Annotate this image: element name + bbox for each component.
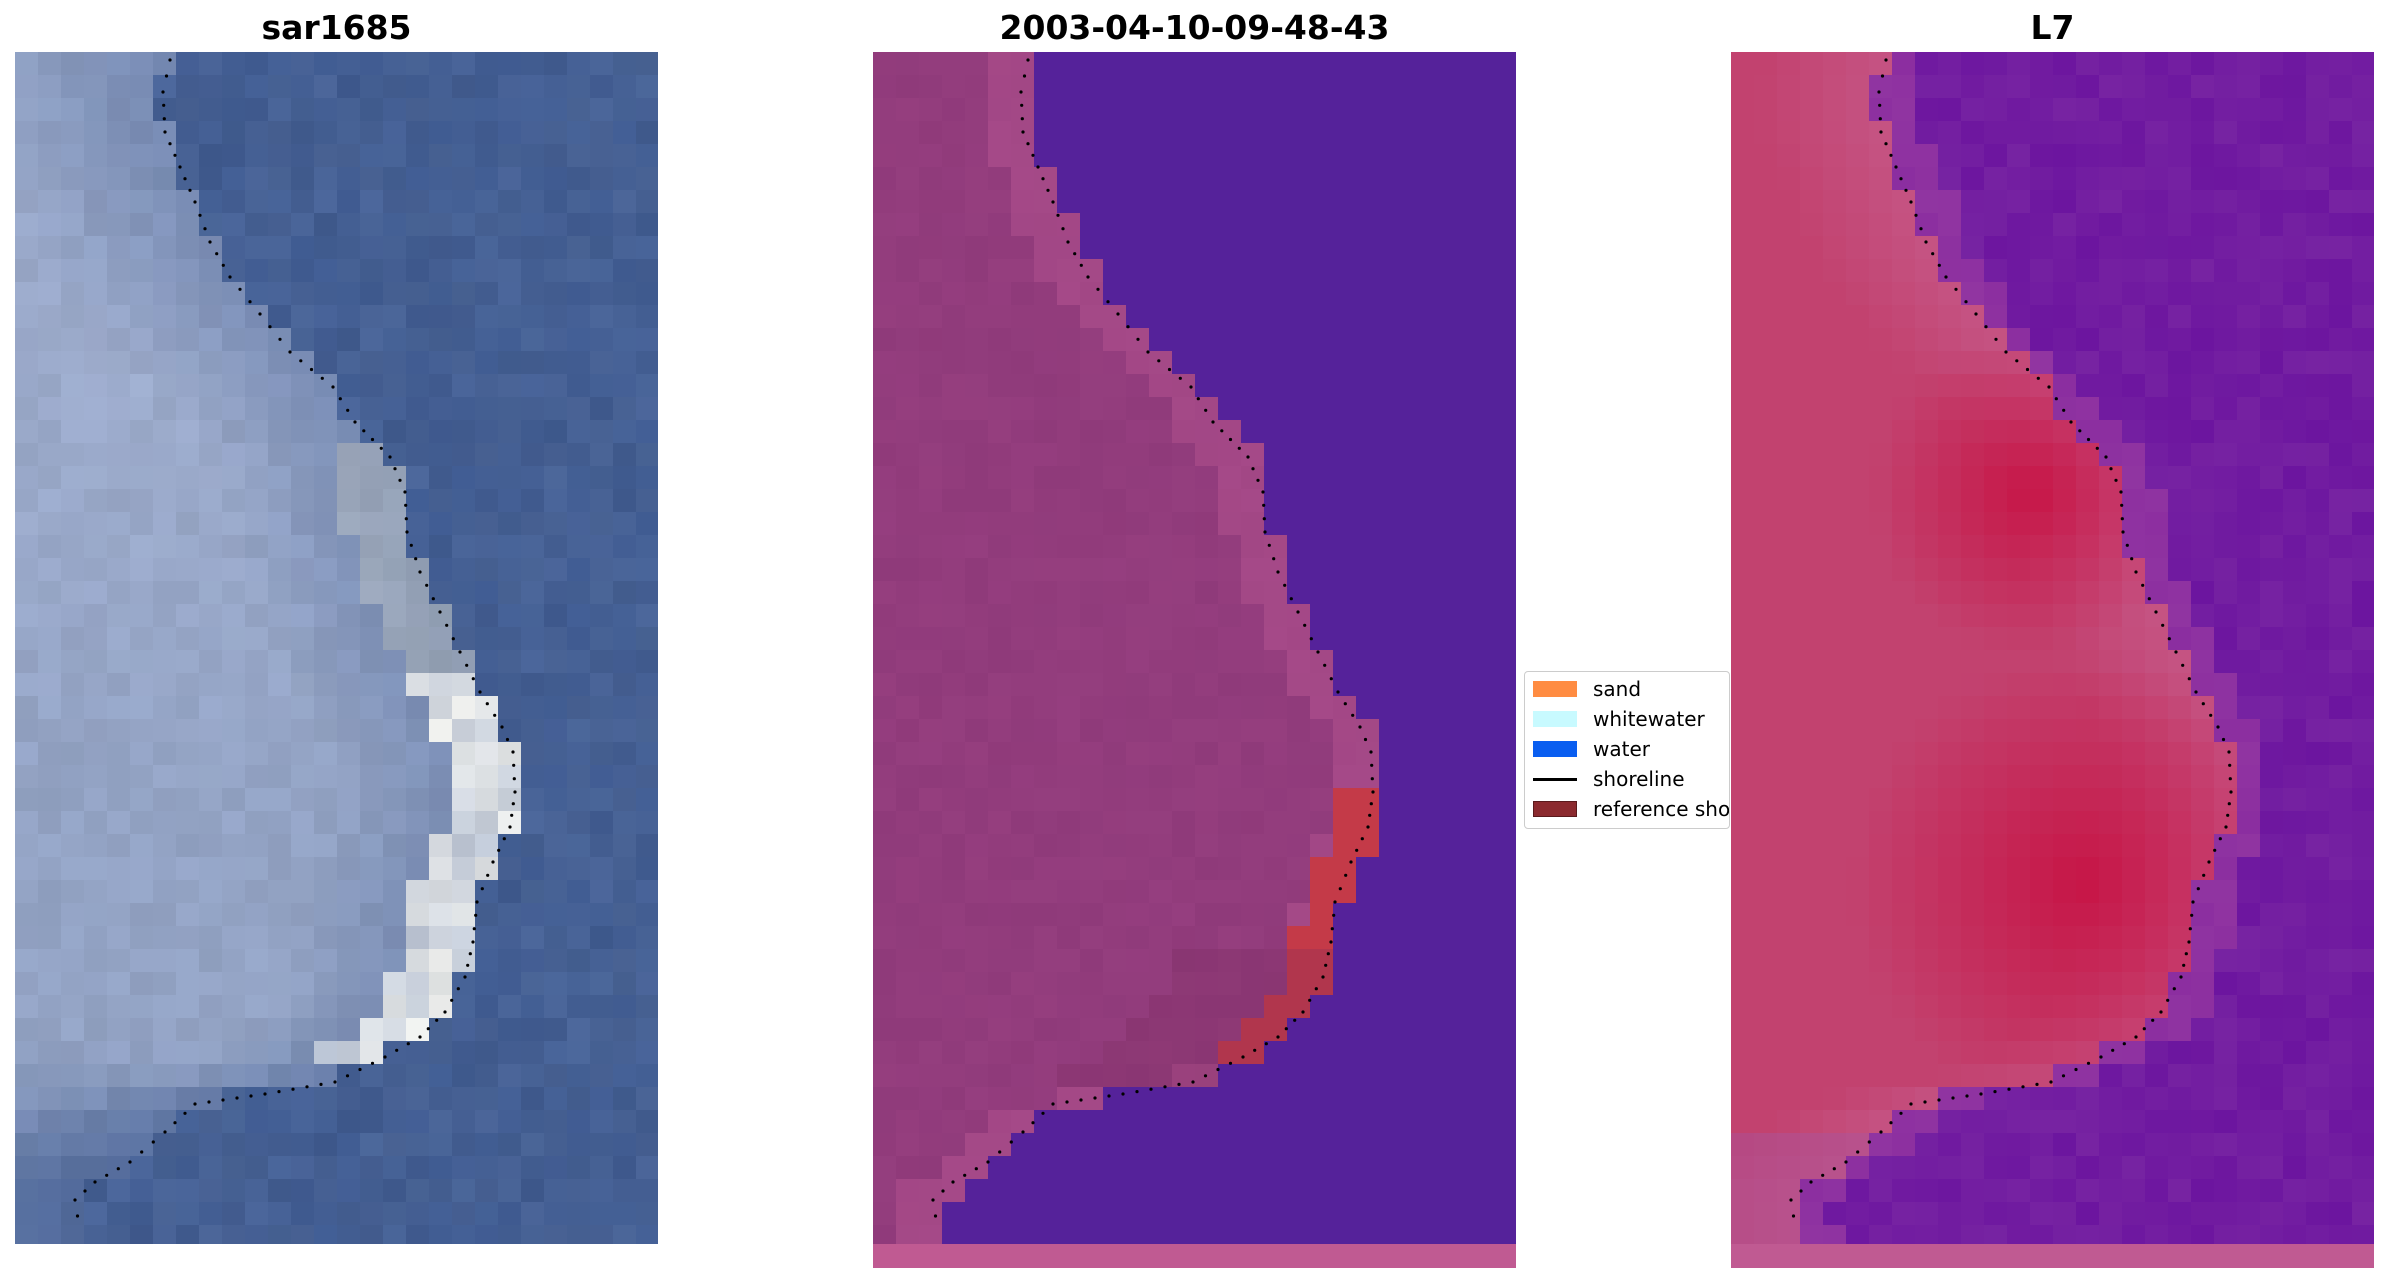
shoreline-points: [73, 58, 517, 1218]
panel-title-rgb: sar1685: [261, 8, 412, 47]
legend-label-shoreline: shoreline: [1593, 767, 1685, 791]
sand-swatch: [1533, 681, 1577, 697]
water-index-image: [1731, 52, 2374, 1268]
shoreline-points: [1789, 58, 2233, 1218]
panel-title-index: L7: [2030, 8, 2075, 47]
whitewater-swatch: [1533, 711, 1577, 727]
image-bottom-strip: [1731, 1244, 2374, 1268]
legend: sand whitewater water shoreline referenc…: [1524, 671, 1730, 829]
classified-image-panel: [873, 52, 1516, 1268]
legend-label-whitewater: whitewater: [1593, 707, 1705, 731]
legend-label-reference-shoreline: reference shoreline: [1593, 797, 1730, 821]
legend-label-water: water: [1593, 737, 1650, 761]
classified-image: [873, 52, 1516, 1268]
rgb-satellite-image: [15, 52, 658, 1244]
legend-label-sand: sand: [1593, 677, 1642, 701]
panel-title-classified: 2003-04-10-09-48-43: [999, 8, 1390, 47]
reference-shoreline-swatch: [1533, 801, 1577, 817]
legend-item-sand: sand: [1533, 677, 1641, 701]
legend-item-whitewater: whitewater: [1533, 707, 1705, 731]
shoreline-points: [931, 58, 1375, 1218]
water-swatch: [1533, 741, 1577, 757]
legend-item-water: water: [1533, 737, 1650, 761]
rgb-image-panel: [15, 52, 658, 1244]
legend-item-shoreline: shoreline: [1533, 767, 1685, 791]
shoreline-line-swatch: [1533, 777, 1577, 781]
legend-item-reference-shoreline: reference shoreline: [1533, 797, 1730, 821]
index-image-panel: [1731, 52, 2374, 1268]
image-bottom-strip: [873, 1244, 1516, 1268]
